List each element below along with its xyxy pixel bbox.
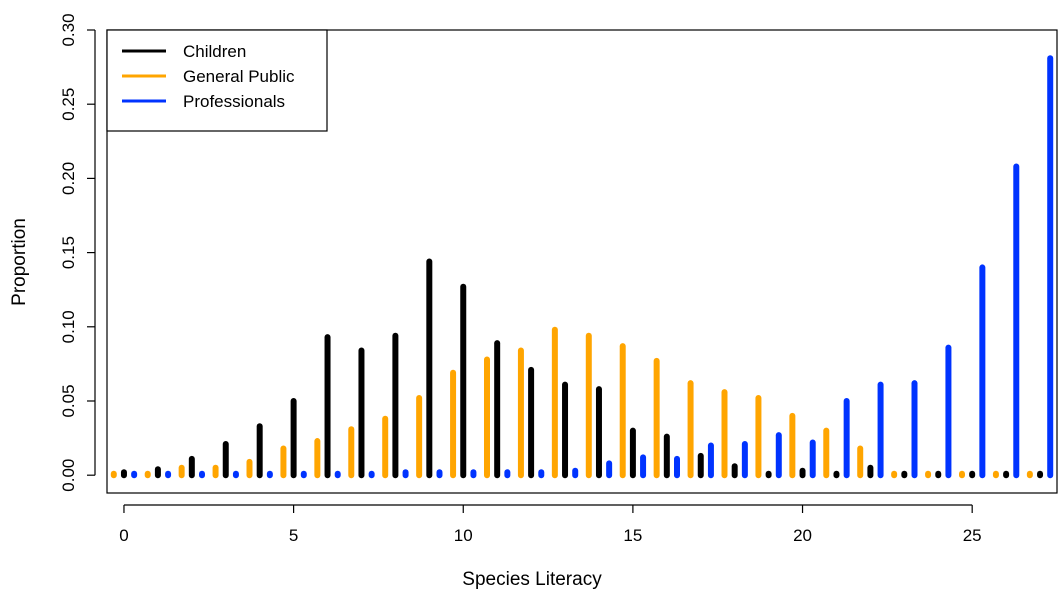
x-tick-label: 25 [963, 526, 982, 545]
legend-label: General Public [183, 67, 295, 86]
x-tick-label: 10 [454, 526, 473, 545]
x-tick-label: 20 [793, 526, 812, 545]
y-axis: 0.00 0.05 0.10 0.15 0.20 0.25 0.30 [59, 13, 96, 492]
y-tick-label: 0.05 [59, 384, 78, 417]
legend-label: Children [183, 42, 246, 61]
y-tick-label: 0.10 [59, 310, 78, 343]
plot-box [106, 29, 1058, 494]
y-tick-label: 0.15 [59, 236, 78, 269]
legend-box [106, 29, 328, 132]
plot-frame [106, 29, 1058, 494]
x-tick-label: 0 [119, 526, 128, 545]
y-tick-label: 0.00 [59, 459, 78, 492]
y-axis-title: Proportion [9, 218, 30, 306]
x-tick-label: 15 [623, 526, 642, 545]
bars-layer [110, 55, 1054, 479]
y-tick-label: 0.30 [59, 13, 78, 46]
x-axis: 0 5 10 15 20 25 [119, 504, 982, 545]
legend-label: Professionals [183, 92, 285, 111]
x-axis-title: Species Literacy [462, 569, 602, 590]
y-tick-label: 0.25 [59, 88, 78, 121]
legend: Children General Public Professionals [106, 29, 328, 132]
x-tick-label: 5 [289, 526, 298, 545]
y-tick-label: 0.20 [59, 162, 78, 195]
